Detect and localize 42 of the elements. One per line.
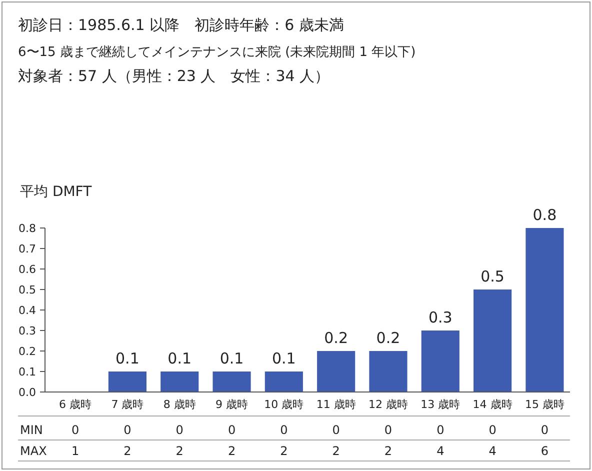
y-axis-title: 平均 DMFT — [20, 184, 92, 200]
data-label: 0.1 — [116, 350, 140, 368]
bar — [264, 372, 303, 392]
y-tick-label: 0.1 — [18, 365, 36, 378]
bar — [108, 372, 146, 392]
y-tick-label: 0.3 — [18, 324, 36, 338]
x-tick-label: 10 歳時 — [264, 398, 304, 411]
x-tick-label: 15 歳時 — [524, 398, 564, 411]
y-tick-label: 0.8 — [18, 222, 36, 235]
data-label: 0.2 — [324, 329, 348, 347]
y-tick-label: 0.2 — [18, 344, 36, 358]
data-label: 0.1 — [272, 350, 296, 368]
data-label: 0.8 — [532, 206, 557, 224]
x-tick-label: 7 歳時 — [111, 398, 144, 411]
x-tick-label: 6 歳時 — [59, 398, 92, 411]
chart-subtitle: 6〜15 歳まで継続してメインテナンスに来院 (未来院期間 1 年以下) 対象者：57 人（男性：23 人 女性：34 人） — [18, 45, 416, 85]
y-tick-label: 0.6 — [18, 262, 36, 276]
chart-title: 初診日：1985.6.1 以降 初診時年齢：6 歳未満 — [18, 16, 344, 34]
bar — [369, 351, 408, 392]
data-label: 0.1 — [168, 350, 192, 368]
bar — [421, 330, 460, 392]
bar — [526, 228, 564, 392]
x-tick-label: 9 歳時 — [216, 398, 248, 411]
data-label: 0.3 — [428, 308, 452, 326]
data-label: 0.2 — [376, 329, 400, 347]
y-tick-label: 0.5 — [18, 283, 36, 296]
bar — [160, 372, 199, 392]
x-tick-label: 11 歳時 — [316, 398, 356, 411]
bar — [317, 351, 356, 392]
x-tick-label: 14 歳時 — [472, 398, 512, 411]
y-tick-label: 0.7 — [18, 242, 36, 256]
text: MIN 0 0 0 0 0 0 0 0 0 0 — [20, 423, 549, 437]
y-tick-label: 0.0 — [18, 386, 36, 399]
bar — [212, 372, 251, 392]
bar — [474, 290, 512, 392]
x-tick-label: 13 歳時 — [420, 398, 460, 411]
text: MAX 1 2 2 2 2 2 2 4 4 6 — [20, 444, 549, 458]
data-label: 0.1 — [220, 350, 244, 368]
x-tick-label: 8 歳時 — [163, 398, 196, 411]
y-tick-label: 0.4 — [18, 304, 36, 317]
data-label: 0.5 — [480, 268, 504, 286]
x-tick-label: 12 歳時 — [368, 398, 408, 411]
